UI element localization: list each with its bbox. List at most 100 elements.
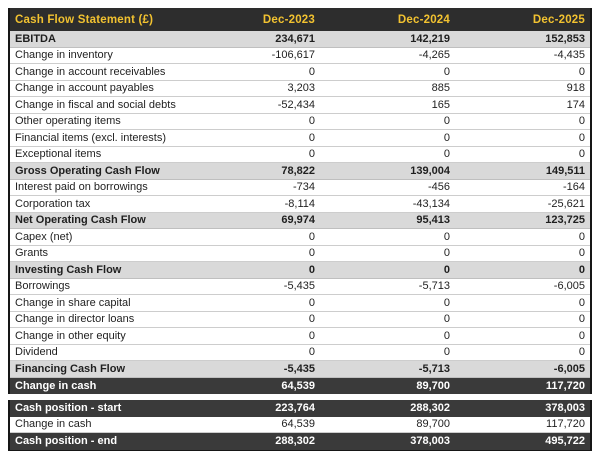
- row-label: Change in other equity: [15, 329, 126, 342]
- table-row: EBITDA 234,671 142,219 152,853: [10, 31, 590, 48]
- row-value: 378,003: [545, 402, 585, 415]
- row-value: 0: [578, 346, 585, 359]
- row-value: 234,671: [275, 32, 315, 45]
- row-value: 152,853: [545, 32, 585, 45]
- row-value: 64,539: [281, 379, 315, 392]
- table-row: Investing Cash Flow 0 0 0: [10, 262, 590, 279]
- row-value: 288,302: [275, 435, 315, 448]
- table-row: Cash position - start 223,764 288,302 37…: [10, 400, 590, 417]
- cash-position-summary: Cash position - start 223,764 288,302 37…: [8, 400, 592, 451]
- row-value: 0: [443, 131, 450, 144]
- row-label: Change in director loans: [15, 313, 135, 326]
- row-label: Capex (net): [15, 230, 73, 243]
- table-row: Change in other equity 0 0 0: [10, 328, 590, 345]
- table-row: Financial items (excl. interests) 0 0 0: [10, 130, 590, 147]
- row-value: -5,435: [283, 280, 315, 293]
- table-row: Cash position - end 288,302 378,003 495,…: [10, 433, 590, 450]
- row-value: 0: [308, 346, 315, 359]
- row-value: -43,134: [412, 197, 450, 210]
- row-value: 495,722: [545, 435, 585, 448]
- table-row: Financing Cash Flow -5,435 -5,713 -6,005: [10, 361, 590, 378]
- row-value: 0: [578, 131, 585, 144]
- row-label: Interest paid on borrowings: [15, 181, 148, 194]
- row-label: Exceptional items: [15, 148, 102, 161]
- table-row: Other operating items 0 0 0: [10, 113, 590, 130]
- row-label: Change in inventory: [15, 49, 113, 62]
- row-value: 64,539: [281, 418, 315, 431]
- row-value: -4,435: [553, 49, 585, 62]
- row-label: Financial items (excl. interests): [15, 131, 166, 144]
- row-value: 0: [308, 329, 315, 342]
- row-value: 117,720: [546, 418, 585, 431]
- table-row: Borrowings -5,435 -5,713 -6,005: [10, 278, 590, 295]
- row-value: -8,114: [284, 197, 315, 210]
- table-row: Change in account payables 3,203 885 918: [10, 80, 590, 97]
- row-value: 0: [308, 65, 315, 78]
- row-value: 0: [578, 148, 585, 161]
- row-value: 0: [578, 115, 585, 128]
- row-value: 0: [308, 296, 315, 309]
- row-label: Change in fiscal and social debts: [15, 98, 176, 111]
- table-row: Change in account receivables 0 0 0: [10, 64, 590, 81]
- row-value: 0: [308, 148, 315, 161]
- row-value: 3,203: [287, 82, 315, 95]
- row-value: 0: [308, 131, 315, 144]
- row-value: 0: [443, 263, 450, 276]
- row-label: Corporation tax: [15, 197, 91, 210]
- row-value: 0: [578, 230, 585, 243]
- row-label: Investing Cash Flow: [15, 263, 122, 276]
- table-row: Change in cash 64,539 89,700 117,720: [10, 416, 590, 433]
- row-label: Dividend: [15, 346, 58, 359]
- column-header-dec-2023: Dec-2023: [262, 13, 315, 26]
- summary-table-body: Cash position - start 223,764 288,302 37…: [10, 400, 590, 450]
- row-value: -5,713: [418, 280, 450, 293]
- row-value: 918: [566, 82, 585, 95]
- row-value: 0: [308, 115, 315, 128]
- row-value: 89,700: [416, 418, 450, 431]
- row-value: 139,004: [410, 164, 450, 177]
- table-row: Change in fiscal and social debts -52,43…: [10, 97, 590, 114]
- row-value: 0: [578, 263, 585, 276]
- row-value: 123,725: [545, 214, 585, 227]
- row-value: 0: [308, 263, 315, 276]
- row-label: Cash position - end: [15, 435, 118, 448]
- row-value: 0: [578, 313, 585, 326]
- row-label: Change in cash: [15, 418, 92, 431]
- table-row: Change in inventory -106,617 -4,265 -4,4…: [10, 47, 590, 64]
- table-row: Interest paid on borrowings -734 -456 -1…: [10, 179, 590, 196]
- row-value: -164: [562, 181, 585, 194]
- row-value: -106,617: [271, 49, 315, 62]
- row-label: Change in cash: [15, 379, 97, 392]
- table-row: Change in share capital 0 0 0: [10, 295, 590, 312]
- row-label: Change in account payables: [15, 82, 154, 95]
- table-header: Cash Flow Statement (£) Dec-2023 Dec-202…: [10, 8, 590, 31]
- table-row: Capex (net) 0 0 0: [10, 229, 590, 246]
- row-label: Cash position - start: [15, 402, 122, 415]
- row-value: 89,700: [416, 379, 450, 392]
- table-row: Change in director loans 0 0 0: [10, 311, 590, 328]
- cash-flow-statement: Cash Flow Statement (£) Dec-2023 Dec-202…: [8, 8, 592, 451]
- row-value: 288,302: [410, 402, 450, 415]
- main-table-body: EBITDA 234,671 142,219 152,853 Change in…: [10, 31, 590, 394]
- row-value: 78,822: [281, 164, 315, 177]
- row-label: Gross Operating Cash Flow: [15, 164, 160, 177]
- row-value: -25,621: [547, 197, 585, 210]
- table-title: Cash Flow Statement (£): [15, 13, 154, 26]
- row-value: -6,005: [553, 280, 585, 293]
- row-value: -5,435: [283, 362, 315, 375]
- row-value: 0: [308, 313, 315, 326]
- row-value: 885: [431, 82, 450, 95]
- row-value: -734: [292, 181, 315, 194]
- row-value: -4,265: [418, 49, 450, 62]
- column-header-dec-2024: Dec-2024: [397, 13, 450, 26]
- row-label: Change in account receivables: [15, 65, 166, 78]
- row-value: -6,005: [553, 362, 585, 375]
- row-value: 0: [443, 148, 450, 161]
- table-row: Change in cash 64,539 89,700 117,720: [10, 377, 590, 394]
- row-value: 0: [443, 346, 450, 359]
- table-row: Net Operating Cash Flow 69,974 95,413 12…: [10, 212, 590, 229]
- column-header-dec-2025: Dec-2025: [532, 13, 585, 26]
- row-value: 0: [308, 247, 315, 260]
- row-value: 174: [566, 98, 585, 111]
- row-value: 0: [578, 296, 585, 309]
